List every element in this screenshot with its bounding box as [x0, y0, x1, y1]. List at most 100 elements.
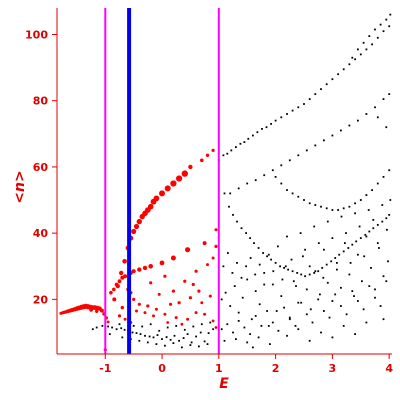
data-point-s1-234 [299, 232, 302, 234]
data-point-s1-199 [314, 270, 317, 273]
x-axis-label: E [219, 376, 229, 392]
data-point-s1-80 [359, 53, 362, 56]
data-point-s1-288 [257, 336, 260, 339]
data-point-s1-245 [349, 262, 352, 264]
data-point-s1-38 [189, 344, 192, 346]
data-point-s1-47 [200, 323, 203, 326]
data-point-s1-215 [382, 275, 385, 278]
data-point-s1-270 [305, 313, 308, 316]
data-point-s1-172 [365, 194, 368, 196]
data-point-s1-268 [294, 325, 297, 327]
data-point-s1-296 [320, 331, 322, 334]
data-point-s1-239 [322, 276, 325, 279]
data-point-s1-198 [309, 308, 312, 311]
data-point-s1-110 [365, 113, 368, 115]
data-point-s1-207 [348, 273, 351, 276]
data-point-s1-56 [235, 146, 237, 148]
data-point-s0-43 [176, 175, 183, 182]
data-point-s0-44 [181, 170, 188, 177]
data-point-s1-69 [297, 106, 300, 109]
data-point-s1-253 [386, 228, 388, 231]
data-point-s1-164 [320, 205, 322, 208]
data-point-s1-219 [231, 272, 234, 274]
data-point-s0-18 [99, 308, 104, 313]
data-point-s1-170 [354, 202, 356, 205]
x-tick-label-3: 2 [272, 362, 280, 375]
data-point-s1-242 [336, 268, 338, 271]
data-point-s0-97 [149, 281, 153, 285]
data-point-s1-120 [240, 227, 243, 230]
data-point-s1-33 [146, 341, 149, 344]
data-point-s1-222 [245, 265, 247, 268]
data-point-s1-285 [223, 339, 226, 342]
data-point-s1-244 [345, 232, 347, 234]
data-point-s1-189 [271, 283, 274, 286]
data-point-s1-173 [371, 189, 373, 191]
data-point-s1-292 [331, 336, 334, 339]
data-point-s1-134 [300, 273, 303, 276]
data-point-s1-87 [385, 18, 388, 21]
data-point-s1-196 [302, 255, 304, 258]
data-point-s1-212 [370, 267, 372, 269]
data-point-s1-1 [107, 325, 109, 328]
data-point-s0-49 [109, 290, 113, 295]
data-point-s1-18 [178, 339, 180, 342]
data-point-s0-32 [133, 223, 140, 230]
data-point-s1-58 [243, 141, 246, 143]
data-point-s0-23 [95, 309, 99, 313]
data-point-s0-37 [147, 203, 154, 210]
data-point-s1-293 [354, 333, 356, 335]
data-point-s1-263 [266, 310, 268, 312]
data-point-s1-271 [311, 321, 314, 324]
data-point-s1-32 [138, 339, 141, 342]
data-point-s1-262 [260, 325, 263, 327]
data-point-s1-129 [279, 265, 281, 268]
data-point-s1-60 [252, 134, 254, 137]
data-point-s1-53 [222, 154, 225, 157]
data-point-s1-29 [108, 333, 111, 335]
data-point-s1-3 [115, 328, 118, 331]
data-point-s0-69 [146, 304, 150, 308]
data-point-s0-99 [194, 269, 198, 273]
data-point-s1-177 [220, 298, 223, 301]
data-point-s1-192 [284, 265, 287, 268]
data-point-s1-278 [351, 290, 354, 292]
data-point-s0-80 [174, 316, 178, 320]
data-point-s0-50 [112, 287, 116, 292]
data-point-s0-64 [214, 244, 218, 248]
data-point-s1-128 [274, 262, 277, 264]
data-point-s1-267 [288, 318, 291, 321]
data-point-s0-54 [123, 274, 128, 279]
data-point-s1-26 [212, 328, 214, 331]
data-point-s1-28 [91, 328, 94, 331]
data-point-s1-232 [290, 258, 293, 261]
x-tick-label-5: 4 [385, 362, 393, 375]
data-point-s1-25 [207, 332, 210, 334]
data-point-s0-22 [89, 308, 93, 312]
y-tick-label-2: 60 [33, 161, 49, 174]
data-point-s1-8 [135, 332, 138, 334]
data-point-s1-93 [351, 56, 354, 59]
data-point-s1-50 [132, 325, 135, 327]
data-point-s0-85 [171, 289, 175, 293]
data-point-s0-96 [157, 292, 161, 296]
data-point-s1-214 [378, 247, 380, 249]
x-tick-label-4: 3 [329, 362, 337, 375]
data-point-s1-82 [371, 43, 373, 46]
data-point-s1-44 [175, 325, 178, 327]
data-point-s1-7 [131, 331, 134, 334]
data-point-s1-282 [374, 296, 376, 299]
data-point-s1-22 [195, 335, 197, 338]
data-point-s0-83 [203, 312, 207, 316]
data-point-s1-204 [336, 262, 338, 264]
data-point-s0-100 [206, 263, 209, 267]
data-point-s1-183 [246, 278, 249, 281]
data-point-s1-209 [357, 253, 359, 256]
x-tick-label-1: 0 [158, 362, 166, 375]
data-point-s1-2 [111, 326, 113, 329]
data-point-s0-42 [170, 180, 177, 187]
data-point-s0-51 [114, 282, 119, 287]
data-point-s1-150 [368, 230, 371, 233]
data-point-s1-21 [190, 341, 193, 344]
